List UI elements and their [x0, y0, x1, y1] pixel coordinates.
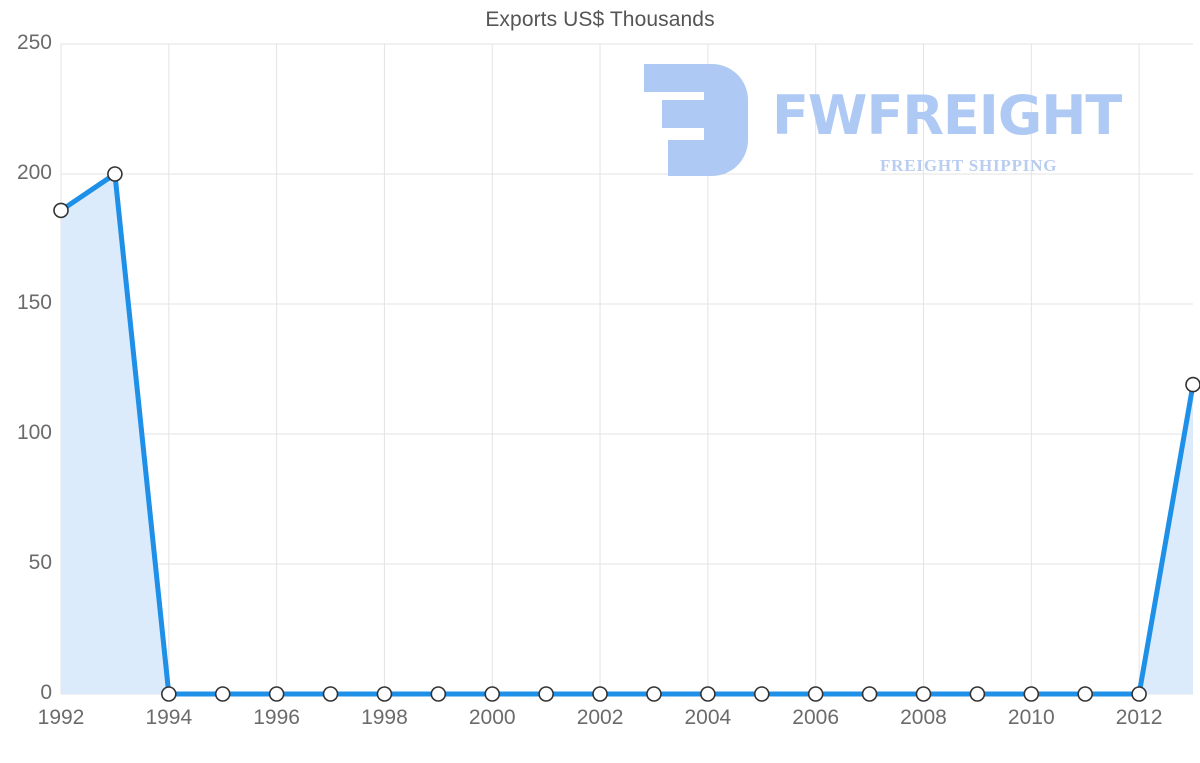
- data-point-marker[interactable]: 1995: 0: [214, 686, 231, 702]
- y-axis-tick-label: 0: [40, 681, 52, 704]
- data-point-markers[interactable]: 1992: 186 1993: 200 1994: 0 1995: 0 1996: 0 1…: [53, 166, 1200, 702]
- data-point-marker[interactable]: 2008: 0: [915, 686, 932, 702]
- data-point-marker[interactable]: 1999: 0: [430, 686, 447, 702]
- data-point-marker[interactable]: 1997: 0: [322, 686, 339, 702]
- y-axis-tick-label: 50: [28, 551, 52, 574]
- y-axis-tick-label: 100: [16, 421, 52, 444]
- x-axis-tick-label: 1992: [37, 706, 85, 729]
- x-axis-tick-label: 2002: [576, 706, 624, 729]
- x-axis-tick-label: 2012: [1115, 706, 1163, 729]
- data-point-marker[interactable]: 1993: 200: [107, 166, 123, 182]
- x-axis-tick-label: 2010: [1007, 706, 1055, 729]
- x-axis-tick-label: 1994: [145, 706, 193, 729]
- data-point-marker[interactable]: 2002: 0: [592, 686, 608, 702]
- data-point-marker[interactable]: 2011: 0: [1077, 686, 1093, 702]
- data-point-marker[interactable]: 2004: 0: [700, 686, 716, 702]
- y-axis-tick-label: 250: [16, 31, 52, 54]
- x-axis-tick-label: 1996: [253, 706, 300, 729]
- x-axis-tick-label: 1998: [361, 706, 408, 729]
- grid-lines: [60, 43, 1193, 695]
- y-axis-tick-label: 150: [16, 291, 52, 314]
- data-point-marker[interactable]: 1992: 186: [53, 202, 69, 219]
- x-axis-tick-label: 2004: [684, 706, 732, 729]
- data-point-marker[interactable]: 2007: 0: [861, 686, 878, 702]
- data-point-marker[interactable]: 2006: 0: [807, 686, 824, 702]
- data-point-marker[interactable]: 2013: 119: [1185, 376, 1200, 393]
- data-point-marker[interactable]: 1998: 0: [376, 686, 393, 702]
- data-point-marker[interactable]: 1994: 0: [161, 686, 177, 702]
- data-point-marker[interactable]: 2001: 0: [538, 686, 554, 702]
- x-axis-tick-label: 2008: [900, 706, 947, 729]
- data-point-marker[interactable]: 2010: 0: [1023, 686, 1040, 702]
- chart-title: Exports US$ Thousands: [485, 8, 715, 31]
- x-axis-tick-label: 2000: [468, 706, 516, 729]
- x-axis-tick-label: 2006: [792, 706, 840, 729]
- data-point-marker[interactable]: 2009: 0: [969, 686, 986, 702]
- series-line-path: [58, 171, 1196, 697]
- data-point-marker[interactable]: 2003: 0: [646, 686, 662, 702]
- series-line: [58, 171, 1196, 697]
- data-point-marker[interactable]: 2000: 0: [484, 686, 501, 702]
- data-point-marker[interactable]: 1996: 0: [268, 686, 285, 702]
- data-point-marker[interactable]: 2005: 0: [753, 686, 770, 702]
- y-axis-tick-label: 200: [16, 161, 52, 184]
- data-point-marker[interactable]: 2012: 0: [1131, 686, 1147, 702]
